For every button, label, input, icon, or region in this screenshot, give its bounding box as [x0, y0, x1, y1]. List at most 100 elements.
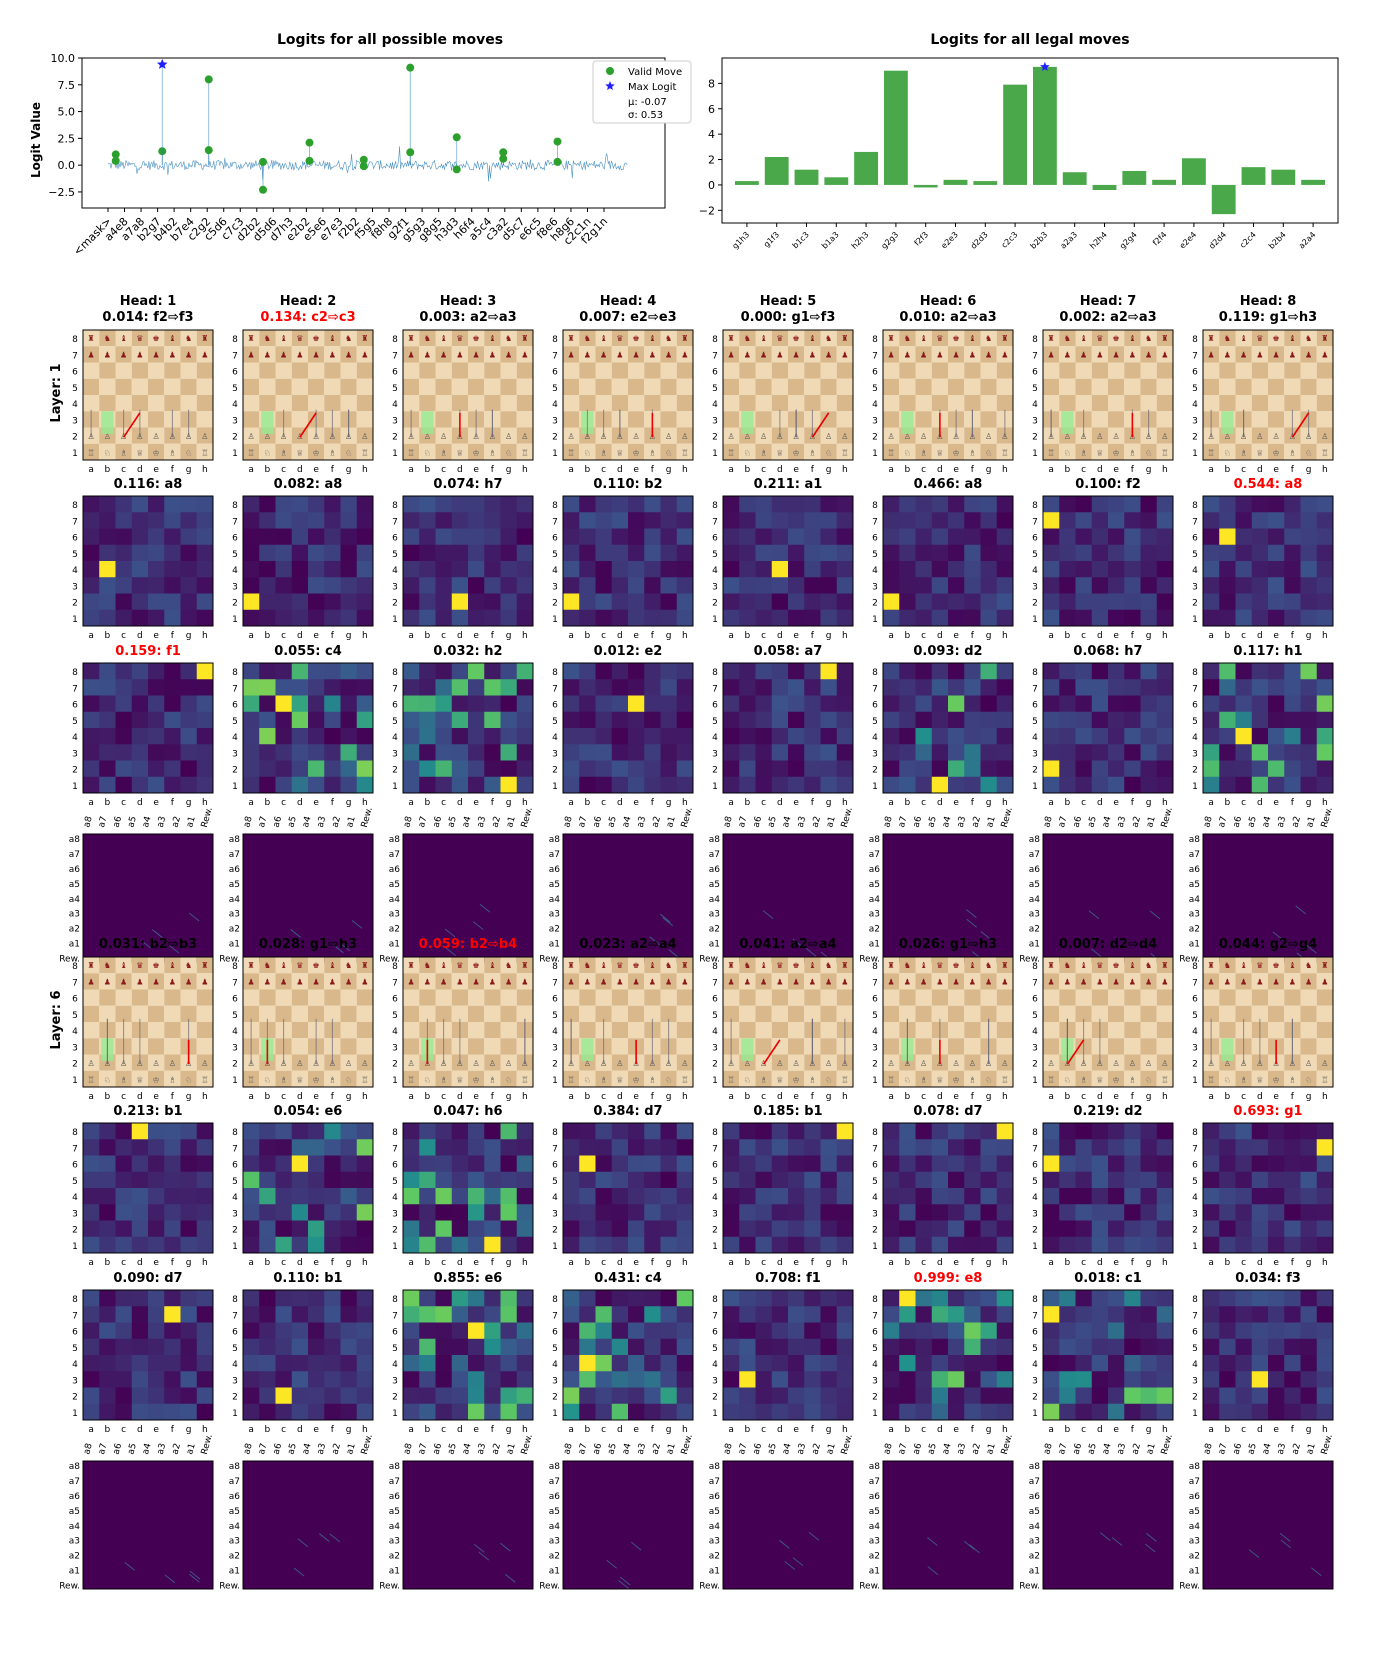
heat-cell [132, 663, 149, 680]
heat-cell [579, 529, 596, 546]
rank-label: 1 [712, 615, 718, 625]
file-label: e [793, 631, 799, 641]
file-label: d [297, 798, 303, 808]
file-label: a [248, 1092, 254, 1102]
black-piece: ♞ [665, 334, 672, 343]
heat-cell [308, 496, 325, 513]
heat-peak [99, 561, 115, 577]
file-label: e [633, 1425, 639, 1435]
heat-cell [243, 1290, 260, 1307]
heat-cell [964, 1323, 981, 1340]
rank-label: 6 [712, 534, 718, 544]
heat-cell [436, 561, 453, 578]
board-square [739, 395, 755, 411]
heat-cell [164, 1156, 181, 1173]
black-piece: ♜ [1001, 961, 1008, 970]
rank-label: 1 [712, 1242, 718, 1252]
heat-cell [452, 761, 469, 778]
heat-cell [197, 577, 214, 594]
token-xlabel: Rew. [1160, 806, 1175, 829]
heat-cell [501, 1221, 518, 1238]
board-square [1301, 1006, 1317, 1022]
heat-cell [981, 561, 998, 578]
heat-cell [148, 512, 165, 529]
token-ylabel: a6 [1189, 865, 1201, 875]
board-square [1157, 395, 1173, 411]
heat-cell [804, 663, 821, 680]
heat-cell [677, 1221, 694, 1238]
heat-cell [948, 610, 965, 627]
heat-cell [468, 529, 485, 546]
file-label: f [491, 1425, 495, 1435]
heat-cell [99, 679, 116, 696]
heat-cell [661, 577, 678, 594]
heat-cell [661, 512, 678, 529]
heat-cell [837, 1339, 854, 1356]
token-ylabel: a8 [549, 1462, 561, 1472]
rank-label: 8 [232, 335, 238, 345]
token-xlabel: a4 [461, 1442, 474, 1456]
black-piece: ♜ [201, 334, 208, 343]
rank-label: 8 [712, 1128, 718, 1138]
board-square [1284, 395, 1300, 411]
rank-label: 5 [712, 384, 718, 394]
heat-cell [899, 696, 916, 713]
white-piece: ♖ [88, 448, 95, 457]
heat-cell [596, 1290, 613, 1307]
rank-label: 3 [72, 749, 78, 759]
heat-cell [563, 1156, 580, 1173]
white-pawn: ♙ [505, 432, 512, 441]
black-piece: ♚ [793, 961, 800, 970]
rank-label: 8 [72, 501, 78, 511]
board-square [899, 363, 915, 379]
heat-cell [1268, 712, 1285, 729]
token-xlabel: a1 [345, 1442, 358, 1455]
file-label: e [473, 631, 479, 641]
heat-cell [1059, 1339, 1076, 1356]
black-piece: ♞ [1305, 334, 1312, 343]
heat-cell [756, 1123, 773, 1140]
chessboard: ♜♟♙♖♞♟♙♘♝♟♙♗♛♟♙♕♚♟♙♔♝♟♙♗♞♟♙♘♜♟♙♖ [883, 957, 1013, 1087]
heat-cell [1284, 728, 1301, 745]
heat-cell [1043, 1123, 1060, 1140]
board-square [1301, 1038, 1317, 1054]
heat-cell [1284, 512, 1301, 529]
chart1-ytick-label: 2.5 [58, 132, 76, 145]
rank-label: 8 [872, 1295, 878, 1305]
file-label: a [568, 465, 574, 475]
file-label: g [1306, 465, 1312, 475]
heat-cell [628, 1123, 645, 1140]
file-label: a [1048, 798, 1054, 808]
legend-valid-marker [606, 67, 614, 75]
heat-cell [341, 712, 358, 729]
heat-cell [181, 545, 198, 562]
heat-cell [677, 529, 694, 546]
heat-cell [1043, 496, 1060, 513]
heat-cell [1203, 561, 1220, 578]
white-piece: ♗ [1080, 1075, 1087, 1084]
file-label: c [441, 631, 446, 641]
file-label: h [1162, 1092, 1168, 1102]
heat-cell [517, 1237, 534, 1254]
heat-cell [436, 577, 453, 594]
board-square [1301, 379, 1317, 395]
source-title: 0.211: a1 [754, 477, 823, 492]
rank-label: 2 [232, 599, 238, 609]
heat-cell [661, 610, 678, 627]
board-square [1268, 411, 1284, 427]
token-ylabel: a4 [709, 895, 721, 905]
white-pawn: ♙ [920, 1059, 927, 1068]
rank-label: 3 [1032, 416, 1038, 426]
black-pawn: ♟ [185, 350, 192, 359]
heat-cell [1092, 1237, 1109, 1254]
white-piece: ♘ [185, 448, 192, 457]
heat-cell [916, 1237, 933, 1254]
heat-cell [419, 496, 436, 513]
rank-label: 4 [712, 1193, 718, 1203]
file-label: b [1065, 1092, 1071, 1102]
white-piece: ♘ [505, 448, 512, 457]
black-piece: ♝ [920, 961, 927, 970]
heat-cell [292, 744, 309, 761]
black-piece: ♝ [760, 961, 767, 970]
heat-cell [883, 496, 900, 513]
